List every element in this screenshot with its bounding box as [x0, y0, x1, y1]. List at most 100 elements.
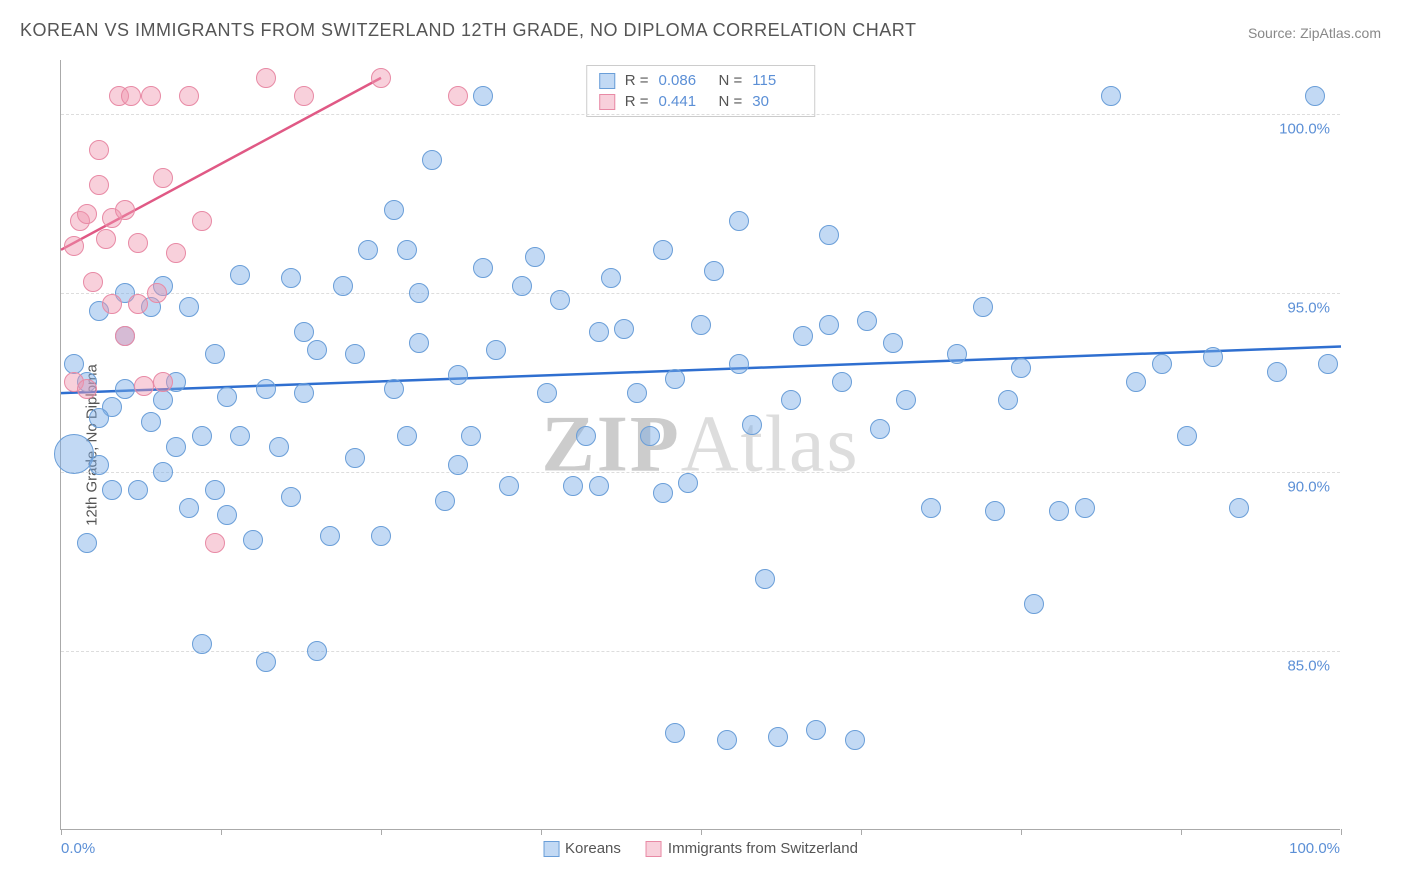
legend-item-1: Koreans [543, 840, 621, 857]
scatter-point [1126, 372, 1146, 392]
trend-lines-svg [61, 60, 1341, 830]
scatter-point [768, 727, 788, 747]
scatter-point [653, 240, 673, 260]
scatter-point [473, 86, 493, 106]
scatter-point [153, 372, 173, 392]
source-name: ZipAtlas.com [1300, 25, 1381, 41]
scatter-point [448, 86, 468, 106]
scatter-point [77, 204, 97, 224]
scatter-point [384, 379, 404, 399]
scatter-point [1267, 362, 1287, 382]
scatter-point [806, 720, 826, 740]
scatter-point [947, 344, 967, 364]
scatter-point [96, 229, 116, 249]
scatter-point [281, 268, 301, 288]
legend-label-2: Immigrants from Switzerland [668, 840, 858, 857]
scatter-point [121, 86, 141, 106]
scatter-point [217, 505, 237, 525]
scatter-point [576, 426, 596, 446]
chart-container: KOREAN VS IMMIGRANTS FROM SWITZERLAND 12… [0, 0, 1406, 892]
scatter-point [819, 315, 839, 335]
scatter-point [832, 372, 852, 392]
scatter-point [166, 437, 186, 457]
scatter-point [294, 383, 314, 403]
scatter-point [896, 390, 916, 410]
scatter-point [537, 383, 557, 403]
scatter-point [102, 294, 122, 314]
scatter-point [973, 297, 993, 317]
scatter-point [448, 365, 468, 385]
scatter-point [166, 243, 186, 263]
scatter-point [1011, 358, 1031, 378]
legend-swatch-2 [646, 841, 662, 857]
scatter-point [89, 140, 109, 160]
bottom-legend: Koreans Immigrants from Switzerland [543, 840, 858, 857]
scatter-point [333, 276, 353, 296]
scatter-point [589, 476, 609, 496]
scatter-point [448, 455, 468, 475]
scatter-point [230, 426, 250, 446]
scatter-point [1024, 594, 1044, 614]
scatter-point [64, 236, 84, 256]
trend-line-series-1 [61, 347, 1341, 394]
scatter-point [192, 426, 212, 446]
plot-area: ZIPAtlas 12th Grade, No Diploma 0.0% 100… [60, 60, 1340, 830]
scatter-point [601, 268, 621, 288]
x-tick [1341, 829, 1342, 835]
scatter-point [115, 379, 135, 399]
scatter-point [217, 387, 237, 407]
scatter-point [89, 455, 109, 475]
scatter-point [525, 247, 545, 267]
scatter-point [742, 415, 762, 435]
scatter-point [550, 290, 570, 310]
scatter-point [1318, 354, 1338, 374]
scatter-point [755, 569, 775, 589]
scatter-point [409, 283, 429, 303]
scatter-point [563, 476, 583, 496]
scatter-point [307, 641, 327, 661]
legend-item-2: Immigrants from Switzerland [646, 840, 858, 857]
scatter-point [115, 326, 135, 346]
scatter-point [128, 233, 148, 253]
scatter-point [345, 344, 365, 364]
scatter-point [1203, 347, 1223, 367]
scatter-point [461, 426, 481, 446]
scatter-point [77, 379, 97, 399]
scatter-point [921, 498, 941, 518]
legend-label-1: Koreans [565, 840, 621, 857]
scatter-point [665, 369, 685, 389]
scatter-point [678, 473, 698, 493]
x-axis-max-label: 100.0% [1289, 840, 1340, 857]
scatter-point [1101, 86, 1121, 106]
scatter-point [998, 390, 1018, 410]
scatter-point [627, 383, 647, 403]
scatter-point [256, 379, 276, 399]
scatter-point [230, 265, 250, 285]
scatter-point [179, 297, 199, 317]
scatter-point [397, 426, 417, 446]
scatter-point [665, 723, 685, 743]
scatter-point [179, 86, 199, 106]
scatter-point [384, 200, 404, 220]
scatter-point [77, 533, 97, 553]
scatter-point [1229, 498, 1249, 518]
scatter-point [729, 354, 749, 374]
scatter-point [653, 483, 673, 503]
scatter-point [192, 211, 212, 231]
scatter-point [883, 333, 903, 353]
scatter-point [409, 333, 429, 353]
scatter-point [256, 652, 276, 672]
scatter-point [870, 419, 890, 439]
scatter-point [269, 437, 289, 457]
scatter-point [857, 311, 877, 331]
scatter-point [320, 526, 340, 546]
scatter-point [640, 426, 660, 446]
scatter-point [128, 294, 148, 314]
scatter-point [179, 498, 199, 518]
scatter-point [256, 68, 276, 88]
scatter-point [281, 487, 301, 507]
source-label: Source: [1248, 25, 1300, 41]
scatter-point [153, 168, 173, 188]
scatter-point [1049, 501, 1069, 521]
scatter-point [781, 390, 801, 410]
